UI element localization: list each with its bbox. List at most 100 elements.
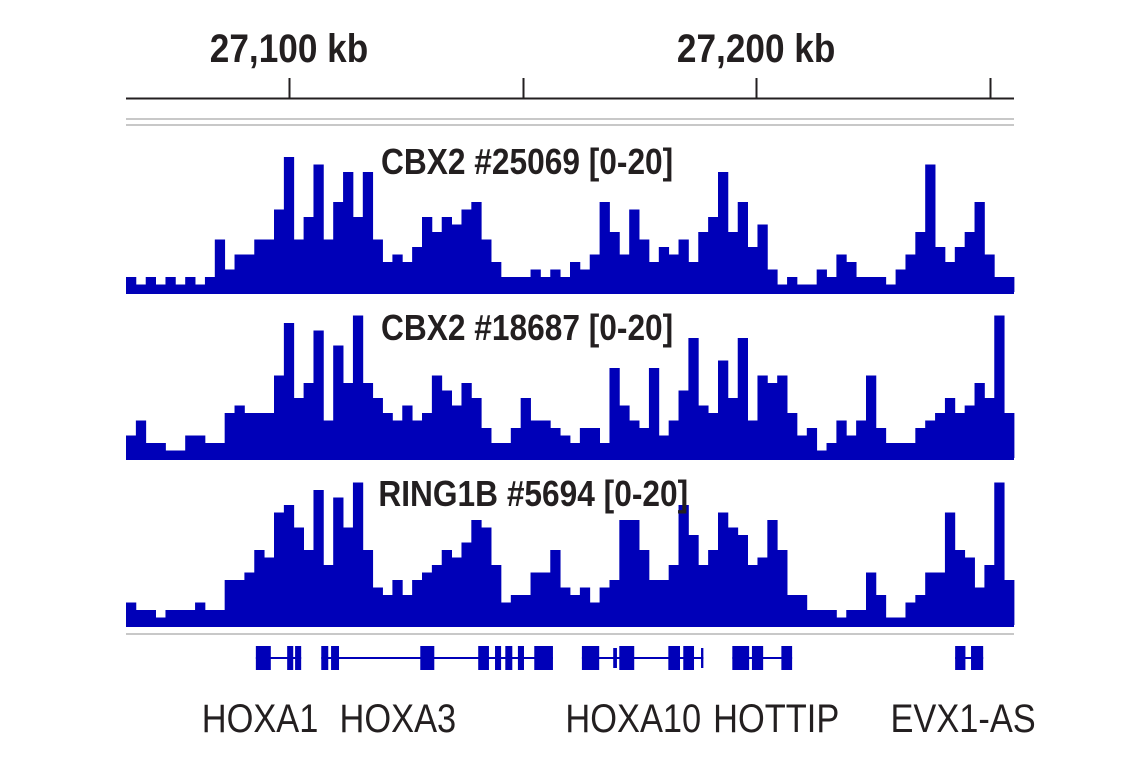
signal-bar <box>500 277 512 292</box>
signal-bar <box>333 345 344 458</box>
signal-bar <box>648 368 660 458</box>
signal-bar <box>678 505 689 625</box>
signal-bar <box>333 202 344 292</box>
signal-bar <box>195 284 206 292</box>
signal-bar <box>313 490 324 625</box>
signal-bar <box>195 602 206 625</box>
signal-bar <box>589 254 600 292</box>
signal-bar <box>382 413 393 458</box>
signal-bar <box>481 239 492 292</box>
signal-bar <box>244 572 255 625</box>
signal-bar <box>866 375 877 458</box>
signal-bar <box>234 254 245 292</box>
signal-bar <box>629 520 640 625</box>
gene-annotation-track <box>255 646 984 670</box>
signal-bar <box>747 247 758 292</box>
signal-bar <box>866 572 877 625</box>
signal-bar <box>925 572 936 625</box>
signal-bar <box>274 209 285 292</box>
signal-bar <box>283 157 295 292</box>
signal-bar <box>431 232 443 292</box>
signal-bar <box>678 390 689 458</box>
signal-bar <box>629 209 640 292</box>
signal-bar <box>944 512 956 625</box>
signal-bar <box>885 443 896 458</box>
signal-bar <box>658 580 670 625</box>
signal-bar <box>343 527 354 625</box>
signal-bar <box>372 239 383 292</box>
signal-bar <box>441 390 452 458</box>
signal-bar <box>570 595 581 625</box>
signal-bar <box>204 610 216 625</box>
signal-bar <box>264 557 275 625</box>
signal-bar <box>214 239 226 292</box>
signal-bar <box>935 247 946 292</box>
gene-model <box>955 646 984 670</box>
signal-bar <box>875 277 887 292</box>
exon-block <box>955 646 966 670</box>
signal-bar <box>806 284 818 292</box>
signal-bar <box>500 602 512 625</box>
signal-bar <box>234 405 245 458</box>
gene-label-hoxa1: HOXA1 <box>202 696 319 741</box>
signal-bar <box>540 572 551 625</box>
signal-bar <box>836 420 847 458</box>
signal-bar <box>895 443 906 458</box>
signal-bar <box>629 420 640 458</box>
signal-bar <box>954 413 966 458</box>
signal-bar <box>283 323 295 458</box>
signal-bar <box>826 610 837 625</box>
gene-label-hoxa10: HOXA10 <box>565 696 701 741</box>
gene-label-evx1-as: EVX1-AS <box>890 696 1035 741</box>
signal-bar <box>816 610 827 625</box>
signal-bar <box>570 262 581 292</box>
signal-bar <box>658 247 670 292</box>
signal-bar <box>954 550 966 625</box>
signal-bar <box>885 284 896 292</box>
signal-bar <box>599 202 610 292</box>
signal-bar <box>619 520 630 625</box>
signal-bar <box>323 565 334 625</box>
signal-bar <box>974 383 985 458</box>
signal-bar <box>372 398 383 458</box>
signal-bar <box>826 277 837 292</box>
track-label-ring1b-5694: RING1B #5694 [0-20] <box>378 474 688 514</box>
signal-bar <box>392 580 403 625</box>
signal-bar <box>688 262 699 292</box>
signal-bar <box>165 450 176 458</box>
signal-bar <box>925 420 936 458</box>
signal-bar <box>185 610 196 625</box>
signal-bar <box>599 443 610 458</box>
signal-bar <box>165 277 176 292</box>
signal-bar <box>688 535 699 625</box>
signal-bar <box>214 610 226 625</box>
signal-bar <box>412 420 423 458</box>
signal-bar <box>698 232 709 292</box>
exon-block <box>701 648 704 668</box>
signal-bar <box>925 164 936 292</box>
signal-bar <box>698 565 709 625</box>
signal-bar <box>175 284 186 292</box>
exon-block <box>255 646 271 670</box>
signal-track <box>126 315 1015 460</box>
signal-bar <box>609 368 620 458</box>
signal-bar <box>422 413 433 458</box>
signal-bar <box>678 239 689 292</box>
exon-block <box>517 646 524 670</box>
signal-bar <box>185 435 196 458</box>
signal-bar <box>491 565 502 625</box>
signal-bar <box>155 617 166 625</box>
signal-bar <box>648 262 660 292</box>
signal-bar <box>648 580 660 625</box>
signal-bar <box>737 535 748 625</box>
signal-bar <box>431 375 443 458</box>
signal-bar <box>777 284 788 292</box>
signal-bar <box>856 420 867 458</box>
signal-bar <box>856 610 867 625</box>
signal-bar <box>619 254 630 292</box>
signal-bar <box>767 269 778 292</box>
signal-bar <box>816 450 827 458</box>
signal-bar <box>708 550 719 625</box>
gene-model <box>255 646 302 670</box>
